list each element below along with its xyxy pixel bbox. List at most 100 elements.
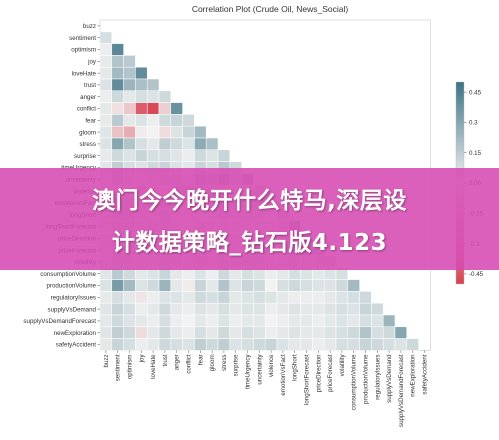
- heatmap-cell: [99, 55, 113, 68]
- heatmap-cell: [170, 314, 183, 328]
- heatmap-cell: [123, 90, 136, 103]
- heatmap-cell: [312, 326, 325, 339]
- chart-title: Correlation Plot (Crude Oil, News_Social…: [191, 4, 349, 14]
- heatmap-cell: [135, 326, 148, 339]
- colorbar-tick-label: -0.45: [469, 271, 484, 278]
- heatmap-cell: [135, 78, 148, 92]
- heatmap-cell: [182, 338, 195, 351]
- heatmap-cell: [335, 314, 349, 328]
- heatmap-cell: [182, 302, 195, 316]
- x-tick-label: consumptionVolume: [351, 354, 358, 410]
- x-tick-label: conflict: [186, 354, 193, 374]
- heatmap-cell: [276, 279, 290, 292]
- heatmap-cell: [335, 302, 349, 316]
- heatmap-cell: [170, 291, 183, 304]
- heatmap-cell: [123, 149, 136, 162]
- y-tick-label: consumptionVolume: [40, 271, 96, 278]
- heatmap-cell: [146, 314, 160, 328]
- heatmap-cell: [312, 314, 325, 328]
- heatmap-cell: [135, 102, 148, 115]
- heatmap-cell: [229, 314, 242, 328]
- heatmap-cell: [241, 314, 254, 328]
- heatmap-cell: [229, 302, 242, 316]
- heatmap-cell: [99, 302, 113, 316]
- heatmap-cell: [182, 314, 195, 328]
- x-tick-label: trust: [162, 354, 169, 366]
- heatmap-cell: [135, 137, 148, 151]
- heatmap-cell: [123, 78, 136, 92]
- y-tick-label: sentiment: [69, 35, 96, 42]
- heatmap-cell: [111, 302, 124, 316]
- x-tick-label: newExploration: [410, 354, 417, 397]
- heatmap-cell: [146, 326, 160, 339]
- x-tick-label: surprise: [233, 354, 240, 377]
- heatmap-cell: [300, 326, 313, 339]
- heatmap-cell: [111, 114, 124, 127]
- y-tick-label: fear: [85, 118, 96, 125]
- heatmap-cell: [135, 314, 148, 328]
- heatmap-cell: [194, 137, 207, 151]
- heatmap-cell: [241, 326, 254, 339]
- heatmap-cell: [264, 291, 278, 304]
- y-tick-label: anger: [80, 94, 96, 101]
- colorbar-tick-label: 0.15: [469, 150, 482, 157]
- heatmap-cell: [146, 149, 160, 162]
- heatmap-cell: [264, 326, 278, 339]
- x-tick-label: longShortForecast: [304, 354, 311, 405]
- heatmap-cell: [253, 279, 266, 292]
- heatmap-cell: [123, 314, 136, 328]
- heatmap-cell: [205, 137, 219, 151]
- heatmap-cell: [123, 291, 136, 304]
- heatmap-cell: [146, 338, 160, 351]
- heatmap-cell: [382, 338, 396, 351]
- heatmap-cell: [135, 279, 148, 292]
- x-tick-label: optimism: [127, 354, 134, 379]
- heatmap-cell: [394, 326, 408, 339]
- heatmap-cell: [99, 291, 113, 304]
- heatmap-cell: [111, 314, 124, 328]
- heatmap-cell: [253, 314, 266, 328]
- heatmap-cell: [205, 338, 219, 351]
- heatmap-cell: [205, 279, 219, 292]
- heatmap-cell: [123, 137, 136, 151]
- heatmap-cell: [241, 291, 254, 304]
- heatmap-cell: [123, 338, 136, 351]
- heatmap-cell: [123, 114, 136, 127]
- heatmap-cell: [182, 326, 195, 339]
- heatmap-cell: [335, 326, 349, 339]
- heatmap-cell: [241, 279, 254, 292]
- heatmap-cell: [146, 137, 160, 151]
- heatmap-cell: [205, 314, 219, 328]
- heatmap-cell: [217, 302, 231, 316]
- heatmap-cell: [135, 291, 148, 304]
- heatmap-cell: [170, 279, 183, 292]
- y-tick-label: stress: [79, 141, 96, 148]
- heatmap-cell: [123, 102, 136, 115]
- heatmap-cell: [158, 291, 172, 304]
- heatmap-cell: [111, 43, 124, 56]
- heatmap-cell: [347, 314, 360, 328]
- x-tick-label: safetyAccident: [422, 354, 429, 395]
- heatmap-cell: [300, 302, 313, 316]
- heatmap-cell: [135, 149, 148, 162]
- heatmap-cell: [194, 314, 207, 328]
- heatmap-cell: [99, 102, 113, 115]
- heatmap-cell: [217, 338, 231, 351]
- heatmap-cell: [323, 338, 337, 351]
- x-tick-label: timeUrgency: [245, 353, 252, 389]
- heatmap-cell: [276, 338, 290, 351]
- heatmap-cell: [288, 291, 301, 304]
- heatmap-cell: [123, 302, 136, 316]
- heatmap-cell: [382, 326, 396, 339]
- y-tick-label: gloom: [79, 129, 96, 136]
- x-tick-label: priceDirection: [315, 354, 322, 392]
- heatmap-cell: [135, 114, 148, 127]
- heatmap-cell: [312, 279, 325, 292]
- heatmap-cell: [371, 326, 384, 339]
- heatmap-cell: [111, 137, 124, 151]
- heatmap-cell: [146, 302, 160, 316]
- x-tick-label: supplyVsDemand: [386, 354, 393, 403]
- heatmap-cell: [335, 338, 349, 351]
- heatmap-cell: [111, 149, 124, 162]
- heatmap-cell: [158, 149, 172, 162]
